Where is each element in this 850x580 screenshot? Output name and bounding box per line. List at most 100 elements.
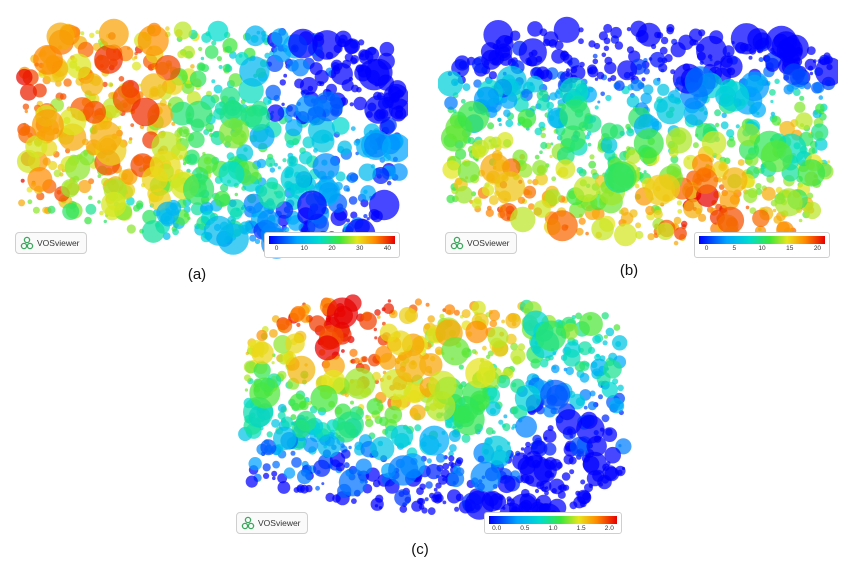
map-bubble: [666, 24, 675, 33]
map-bubble: [551, 176, 557, 182]
color-scale-bar: [699, 236, 825, 244]
legend-tick: 20: [328, 245, 336, 252]
map-bubble: [350, 126, 356, 131]
map-bubble: [271, 361, 275, 365]
map-bubble: [289, 393, 307, 411]
map-bubble: [657, 83, 670, 96]
map-bubble: [181, 81, 195, 94]
bubble-map-c: [238, 294, 632, 530]
map-bubble: [515, 415, 537, 438]
map-bubble: [487, 122, 495, 130]
map-bubble: [457, 160, 480, 183]
map-bubble: [331, 117, 350, 135]
map-bubble: [218, 160, 245, 187]
map-bubble: [436, 453, 446, 463]
map-bubble: [358, 163, 377, 182]
map-bubble: [502, 423, 511, 432]
map-bubble: [285, 104, 299, 117]
map-bubble: [282, 158, 287, 163]
map-bubble: [370, 436, 395, 461]
map-bubble: [346, 172, 358, 184]
map-bubble: [482, 184, 495, 197]
map-bubble: [290, 306, 306, 321]
map-bubble: [634, 183, 640, 189]
map-bubble: [647, 233, 655, 241]
map-bubble: [321, 482, 325, 486]
map-bubble: [444, 304, 456, 315]
map-bubble: [565, 366, 574, 376]
map-bubble: [308, 116, 335, 144]
map-bubble: [62, 203, 80, 220]
map-bubble: [229, 51, 237, 59]
map-bubble: [435, 482, 442, 489]
map-bubble: [183, 173, 215, 205]
map-bubble: [482, 345, 487, 351]
map-bubble: [726, 138, 736, 148]
map-bubble: [659, 46, 668, 55]
map-bubble: [605, 161, 637, 193]
map-bubble: [610, 75, 617, 81]
map-bubble: [218, 118, 250, 149]
map-bubble: [101, 191, 127, 217]
map-bubble: [605, 94, 612, 102]
map-bubble: [620, 212, 634, 225]
map-bubble: [350, 211, 358, 219]
map-bubble: [745, 205, 750, 210]
map-bubble: [379, 41, 395, 57]
map-bubble: [64, 154, 91, 181]
map-bubble: [129, 137, 133, 141]
map-bubble: [361, 130, 391, 160]
map-bubble: [692, 142, 699, 149]
legend-tick: 15: [786, 245, 794, 252]
map-bubble: [494, 171, 525, 202]
map-bubble: [398, 307, 416, 324]
map-bubble: [344, 367, 376, 400]
map-bubble: [425, 391, 456, 422]
map-bubble: [539, 150, 543, 154]
map-bubble: [649, 51, 666, 68]
map-bubble: [427, 507, 436, 515]
map-bubble: [643, 170, 647, 174]
caption-a: (a): [187, 266, 207, 283]
map-bubble: [716, 206, 745, 234]
map-bubble: [604, 446, 621, 464]
map-bubble: [372, 167, 390, 184]
map-bubble: [674, 227, 687, 240]
map-bubble: [346, 218, 350, 223]
map-bubble: [569, 469, 575, 475]
map-bubble: [815, 57, 838, 86]
map-bubble: [677, 209, 683, 214]
map-bubble: [353, 357, 360, 364]
map-bubble: [626, 128, 635, 137]
map-bubble: [184, 149, 200, 166]
map-bubble: [617, 384, 624, 392]
map-bubble: [496, 374, 511, 389]
overlay-map-panel-c: VOSviewer 0.0 0.5 1.0 1.5 2.0: [232, 283, 632, 535]
map-bubble: [488, 195, 499, 206]
map-bubble: [315, 485, 320, 491]
map-bubble: [827, 160, 831, 164]
map-bubble: [644, 174, 676, 206]
map-bubble: [330, 209, 347, 226]
map-bubble: [66, 53, 92, 79]
map-bubble: [603, 334, 608, 339]
map-bubble: [48, 160, 58, 171]
map-bubble: [297, 190, 327, 221]
map-bubble: [314, 335, 340, 361]
map-bubble: [361, 356, 368, 363]
map-bubble: [601, 52, 607, 58]
map-bubble: [272, 476, 276, 481]
map-bubble: [251, 341, 274, 365]
map-bubble: [204, 45, 219, 59]
map-bubble: [555, 159, 576, 179]
map-bubble: [198, 46, 203, 52]
map-bubble: [222, 38, 238, 54]
map-bubble: [190, 64, 195, 69]
map-bubble: [560, 125, 586, 151]
map-bubble: [248, 457, 262, 471]
map-bubble: [335, 171, 346, 182]
map-bubble: [719, 190, 740, 211]
map-bubble: [630, 79, 643, 92]
map-bubble: [409, 404, 426, 421]
map-bubble: [266, 431, 273, 438]
